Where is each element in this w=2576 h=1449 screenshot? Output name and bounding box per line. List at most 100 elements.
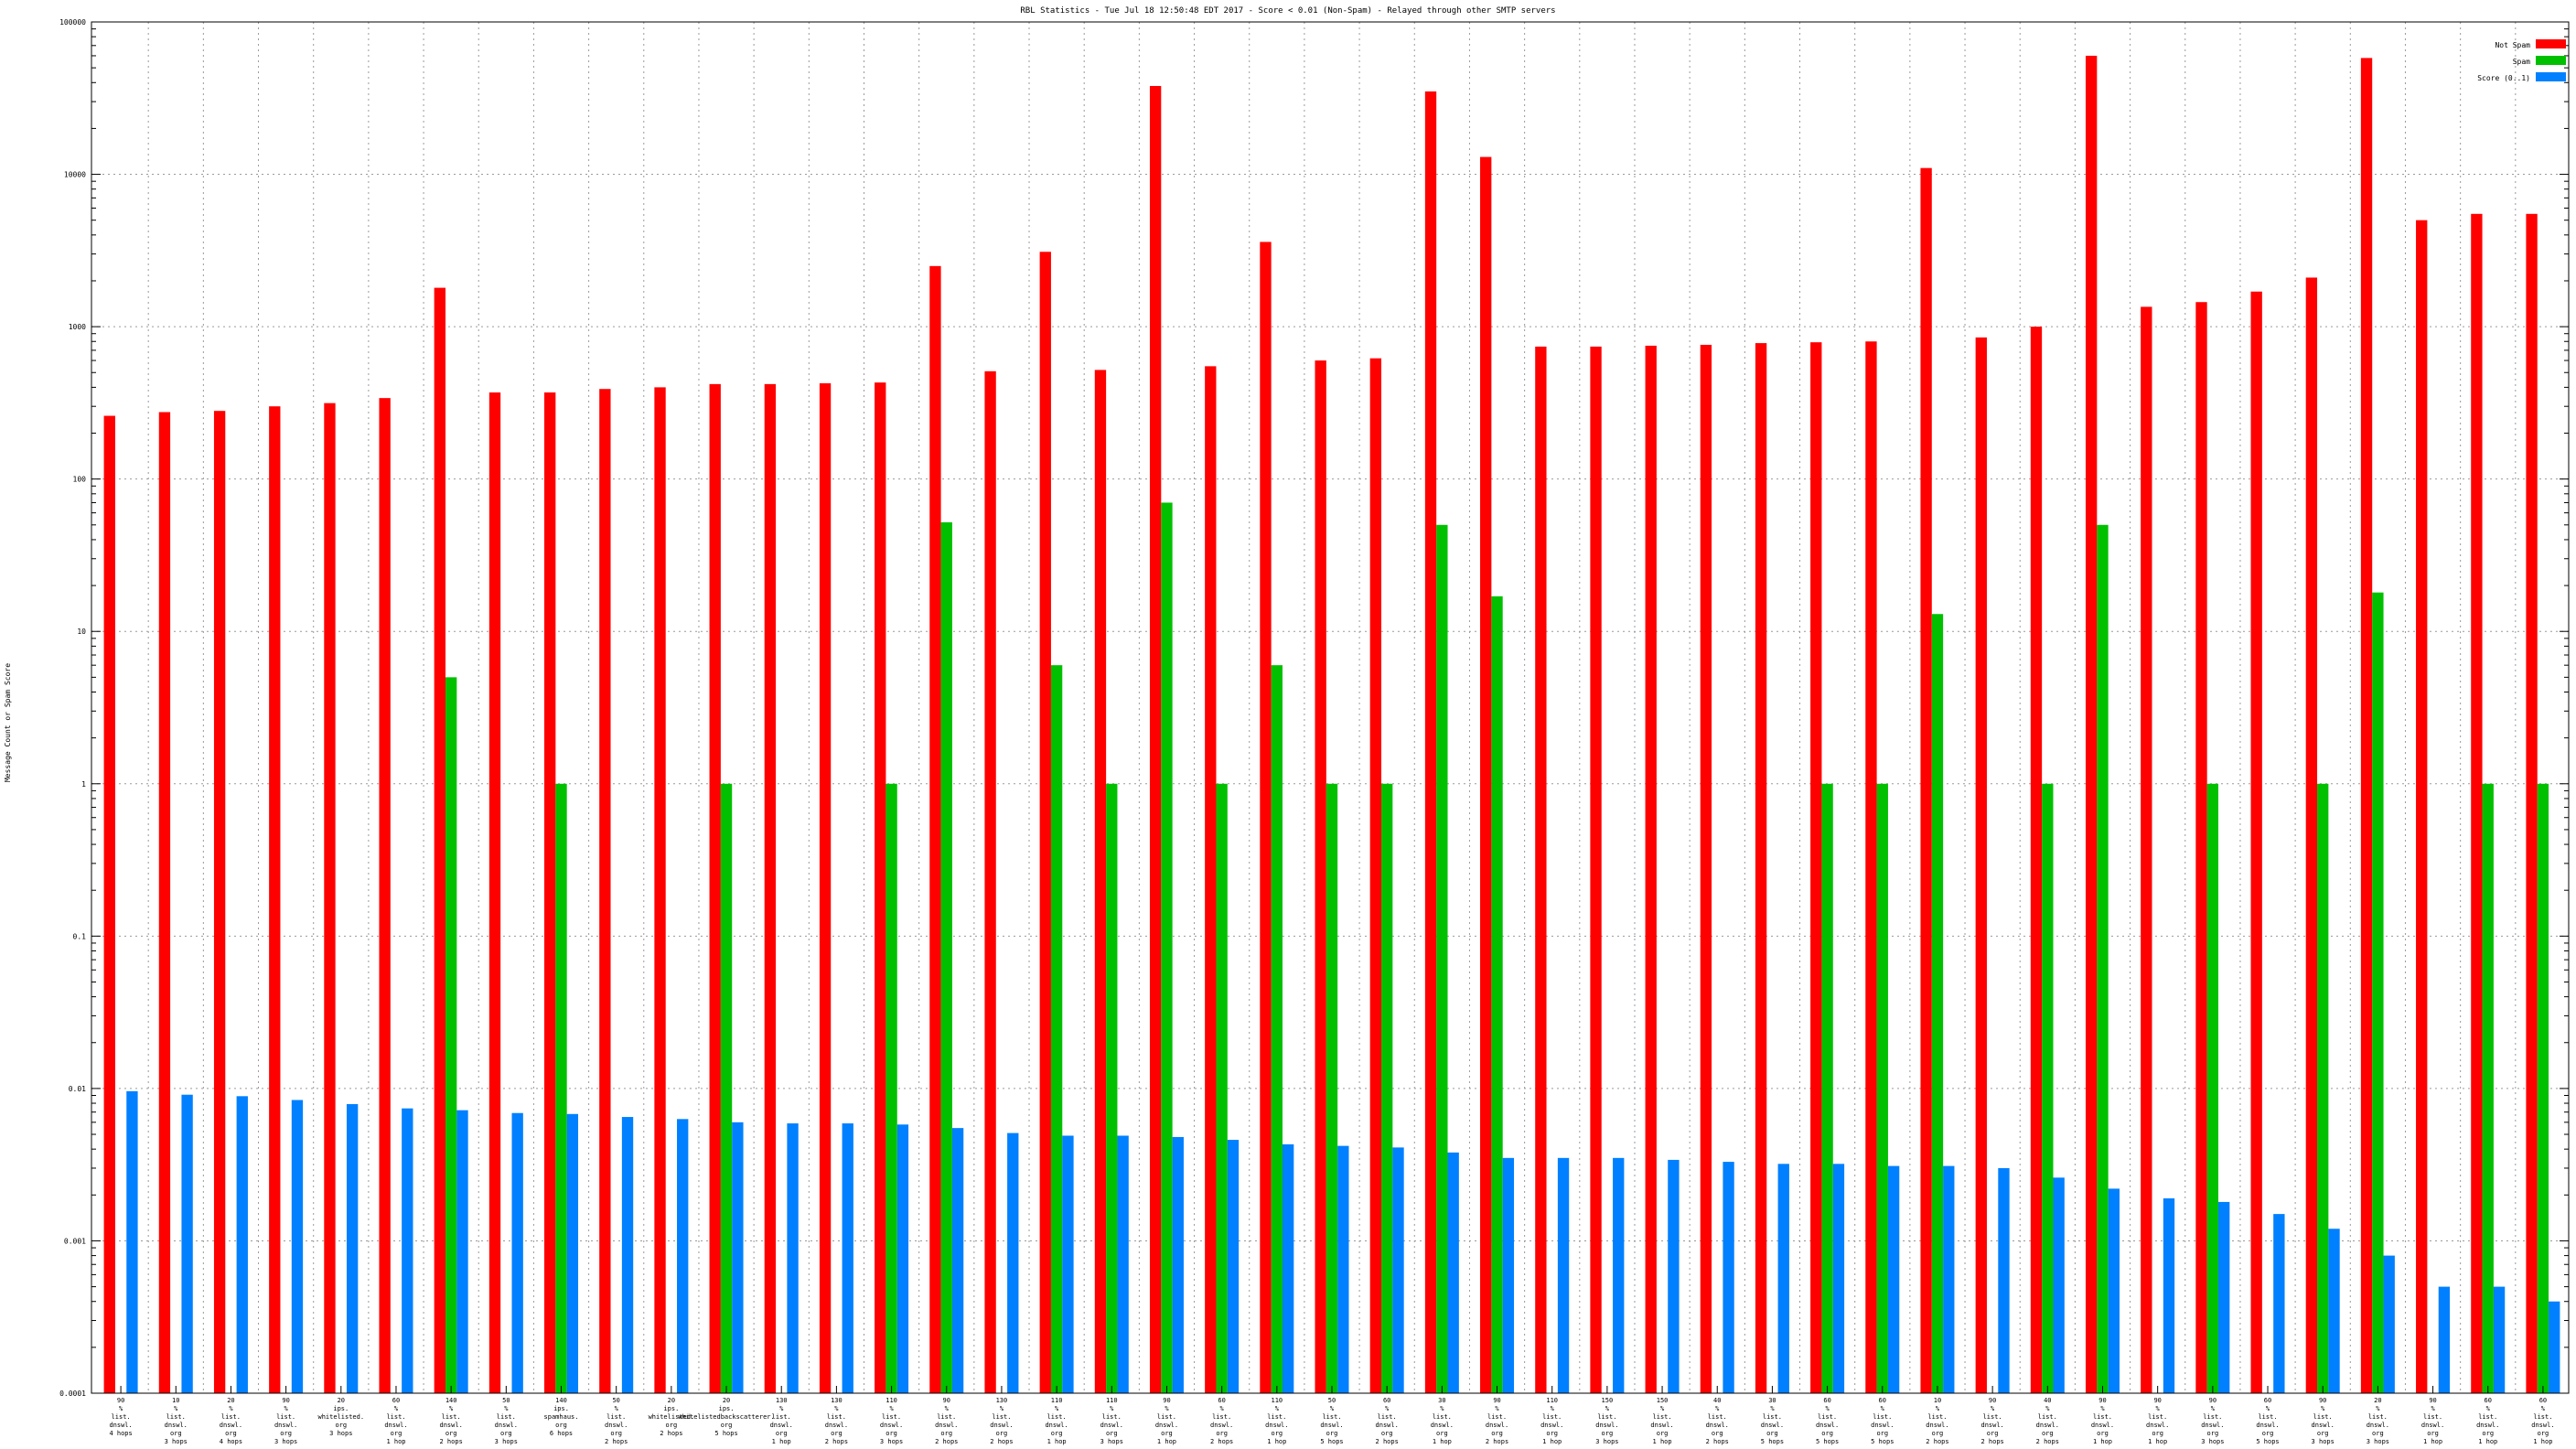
x-tick-label-line: 90 [2429, 1397, 2436, 1404]
x-tick-label-line: 4 hops [109, 1430, 132, 1437]
bar-score-0-1 [1668, 1159, 1680, 1393]
bar-score-0-1 [1062, 1135, 1074, 1393]
x-tick-label-line: % [1495, 1405, 1499, 1412]
x-tick-label-line: dnswl. [495, 1422, 518, 1429]
x-tick-label-line: % [779, 1405, 784, 1412]
bar-score-0-1 [896, 1124, 909, 1393]
legend-label: Spam [2513, 58, 2530, 66]
x-tick-label-line: list. [1322, 1413, 1341, 1421]
x-tick-label: 90% list. dnswl. org 2 hops [1980, 1397, 2003, 1445]
x-tick-label-line: 50 [1328, 1397, 1336, 1404]
bar-score-0-1 [1777, 1164, 1789, 1393]
x-tick-label-line: dnswl. [2201, 1422, 2224, 1429]
x-tick-label-line: dnswl. [1926, 1422, 1948, 1429]
x-tick-label-line: list. [112, 1413, 131, 1421]
plot-border [91, 21, 2570, 1394]
x-tick-label-line: 110 [1106, 1397, 1118, 1404]
x-tick-label-line: dnswl. [1100, 1422, 1123, 1429]
x-tick-label-line: % [1000, 1405, 1004, 1412]
x-tick-label-line: list. [992, 1413, 1011, 1421]
bar-score-0-1 [1723, 1162, 1734, 1393]
x-tick-label-line: % [945, 1405, 950, 1412]
x-tick-label-line: % [1440, 1405, 1444, 1412]
x-tick-label: 30% list. dnswl. org 5 hops [1761, 1397, 1784, 1445]
x-tick-label-line: list. [1873, 1413, 1892, 1421]
x-tick-label-line: dnswl. [1155, 1422, 1178, 1429]
x-tick-label-line: 110 [1051, 1397, 1063, 1404]
bar-score-0-1 [291, 1100, 304, 1393]
bar-not-spam [1369, 358, 1382, 1393]
bar-score-0-1 [2493, 1286, 2506, 1393]
x-tick-label: 90% list. dnswl. org 1 hop [2091, 1397, 2114, 1445]
bar-not-spam [324, 402, 336, 1393]
bar-score-0-1 [2163, 1198, 2175, 1393]
x-tick-label-line: 1 hop [1653, 1438, 1672, 1445]
x-tick-label: 90% list. dnswl. org 1 hop [1155, 1397, 1178, 1445]
x-tick-label-line: org [1546, 1430, 1558, 1437]
x-tick-label-line: dnswl. [2421, 1422, 2444, 1429]
x-tick-label-line: list. [1708, 1413, 1727, 1421]
x-tick-label-line: 2 hops [990, 1438, 1013, 1445]
x-tick-label-line: 60 [2539, 1397, 2547, 1404]
x-tick-label-line: list. [1378, 1413, 1397, 1421]
bar-spam [1931, 614, 1944, 1393]
x-tick-label-line: dnswl. [2531, 1422, 2554, 1429]
bar-not-spam [2250, 291, 2262, 1394]
legend-swatch [2536, 56, 2566, 65]
bar-spam [2317, 783, 2329, 1393]
bar-not-spam [2141, 306, 2152, 1393]
bar-not-spam [2416, 220, 2428, 1394]
x-tick-label-line: 90 [1493, 1397, 1500, 1404]
bar-score-0-1 [456, 1110, 468, 1393]
y-tick-label: 100 [73, 476, 87, 484]
x-tick-label-line: org [1216, 1430, 1228, 1437]
bar-not-spam [2526, 213, 2538, 1394]
x-tick-label: 20 ips. whitelistedbackscatterer. org 5 hops [678, 1397, 774, 1437]
x-tick-label-line: 60 [1879, 1397, 1886, 1404]
axes: 0.0001 0.001 0.01 0.1 1 10 100 1000 10000 100000 [59, 18, 2570, 1398]
x-tick-label-line: dnswl. [605, 1422, 628, 1429]
x-tick-label-line: % [2376, 1405, 2380, 1412]
x-tick-label-line: list. [497, 1413, 516, 1421]
bar-not-spam [213, 411, 226, 1394]
x-tick-label-line: org [1106, 1430, 1118, 1437]
bar-not-spam [2360, 58, 2373, 1394]
bar-spam [2042, 783, 2054, 1393]
bar-spam [1161, 502, 1173, 1393]
bar-not-spam [875, 382, 886, 1394]
legend-swatch [2536, 72, 2566, 81]
x-tick-label-line: 1 hop [772, 1438, 791, 1445]
x-tick-label-line: dnswl. [2146, 1422, 2169, 1429]
x-tick-label-line: dnswl. [384, 1422, 407, 1429]
bar-spam [1436, 524, 1448, 1393]
legend-label: Score (0..1) [2477, 74, 2530, 82]
x-tick-label: 140% list. dnswl. org 2 hops [440, 1397, 463, 1445]
bar-score-0-1 [1557, 1157, 1570, 1393]
bar-score-0-1 [2328, 1229, 2340, 1393]
x-tick-label-line: list. [1487, 1413, 1507, 1421]
x-tick-label: 150% list. dnswl. org 1 hop [1650, 1397, 1673, 1445]
bar-spam [940, 521, 952, 1393]
x-tick-label-line: % [2266, 1405, 2270, 1412]
bar-score-0-1 [2438, 1286, 2451, 1393]
x-tick-label-line: dnswl. [220, 1422, 242, 1429]
x-tick-label-line: org [2207, 1430, 2219, 1437]
x-tick-label-line: org [1326, 1430, 1338, 1437]
x-tick-label-line: 6 hops [550, 1430, 573, 1437]
legend: Not Spam Spam Score (0..1) [2477, 39, 2566, 82]
bar-spam [445, 677, 457, 1393]
x-tick-label-line: 3 hops [165, 1438, 188, 1445]
x-tick-label-line: 1 hop [2423, 1438, 2442, 1445]
bar-not-spam [544, 392, 556, 1393]
x-tick-label-line: org [721, 1422, 733, 1429]
bar-spam [1106, 783, 1118, 1393]
bar-score-0-1 [1392, 1147, 1404, 1393]
x-tick-label-line: dnswl. [2367, 1422, 2389, 1429]
x-tick-label-line: % [615, 1405, 619, 1412]
x-tick-label-line: % [504, 1405, 509, 1412]
x-tick-label-line: 140 [555, 1397, 567, 1404]
x-tick-label-line: dnswl. [2036, 1422, 2059, 1429]
x-tick-label-line: dnswl. [1761, 1422, 1784, 1429]
x-tick-label-line: dnswl. [1540, 1422, 1563, 1429]
x-tick-label-line: % [449, 1405, 454, 1412]
